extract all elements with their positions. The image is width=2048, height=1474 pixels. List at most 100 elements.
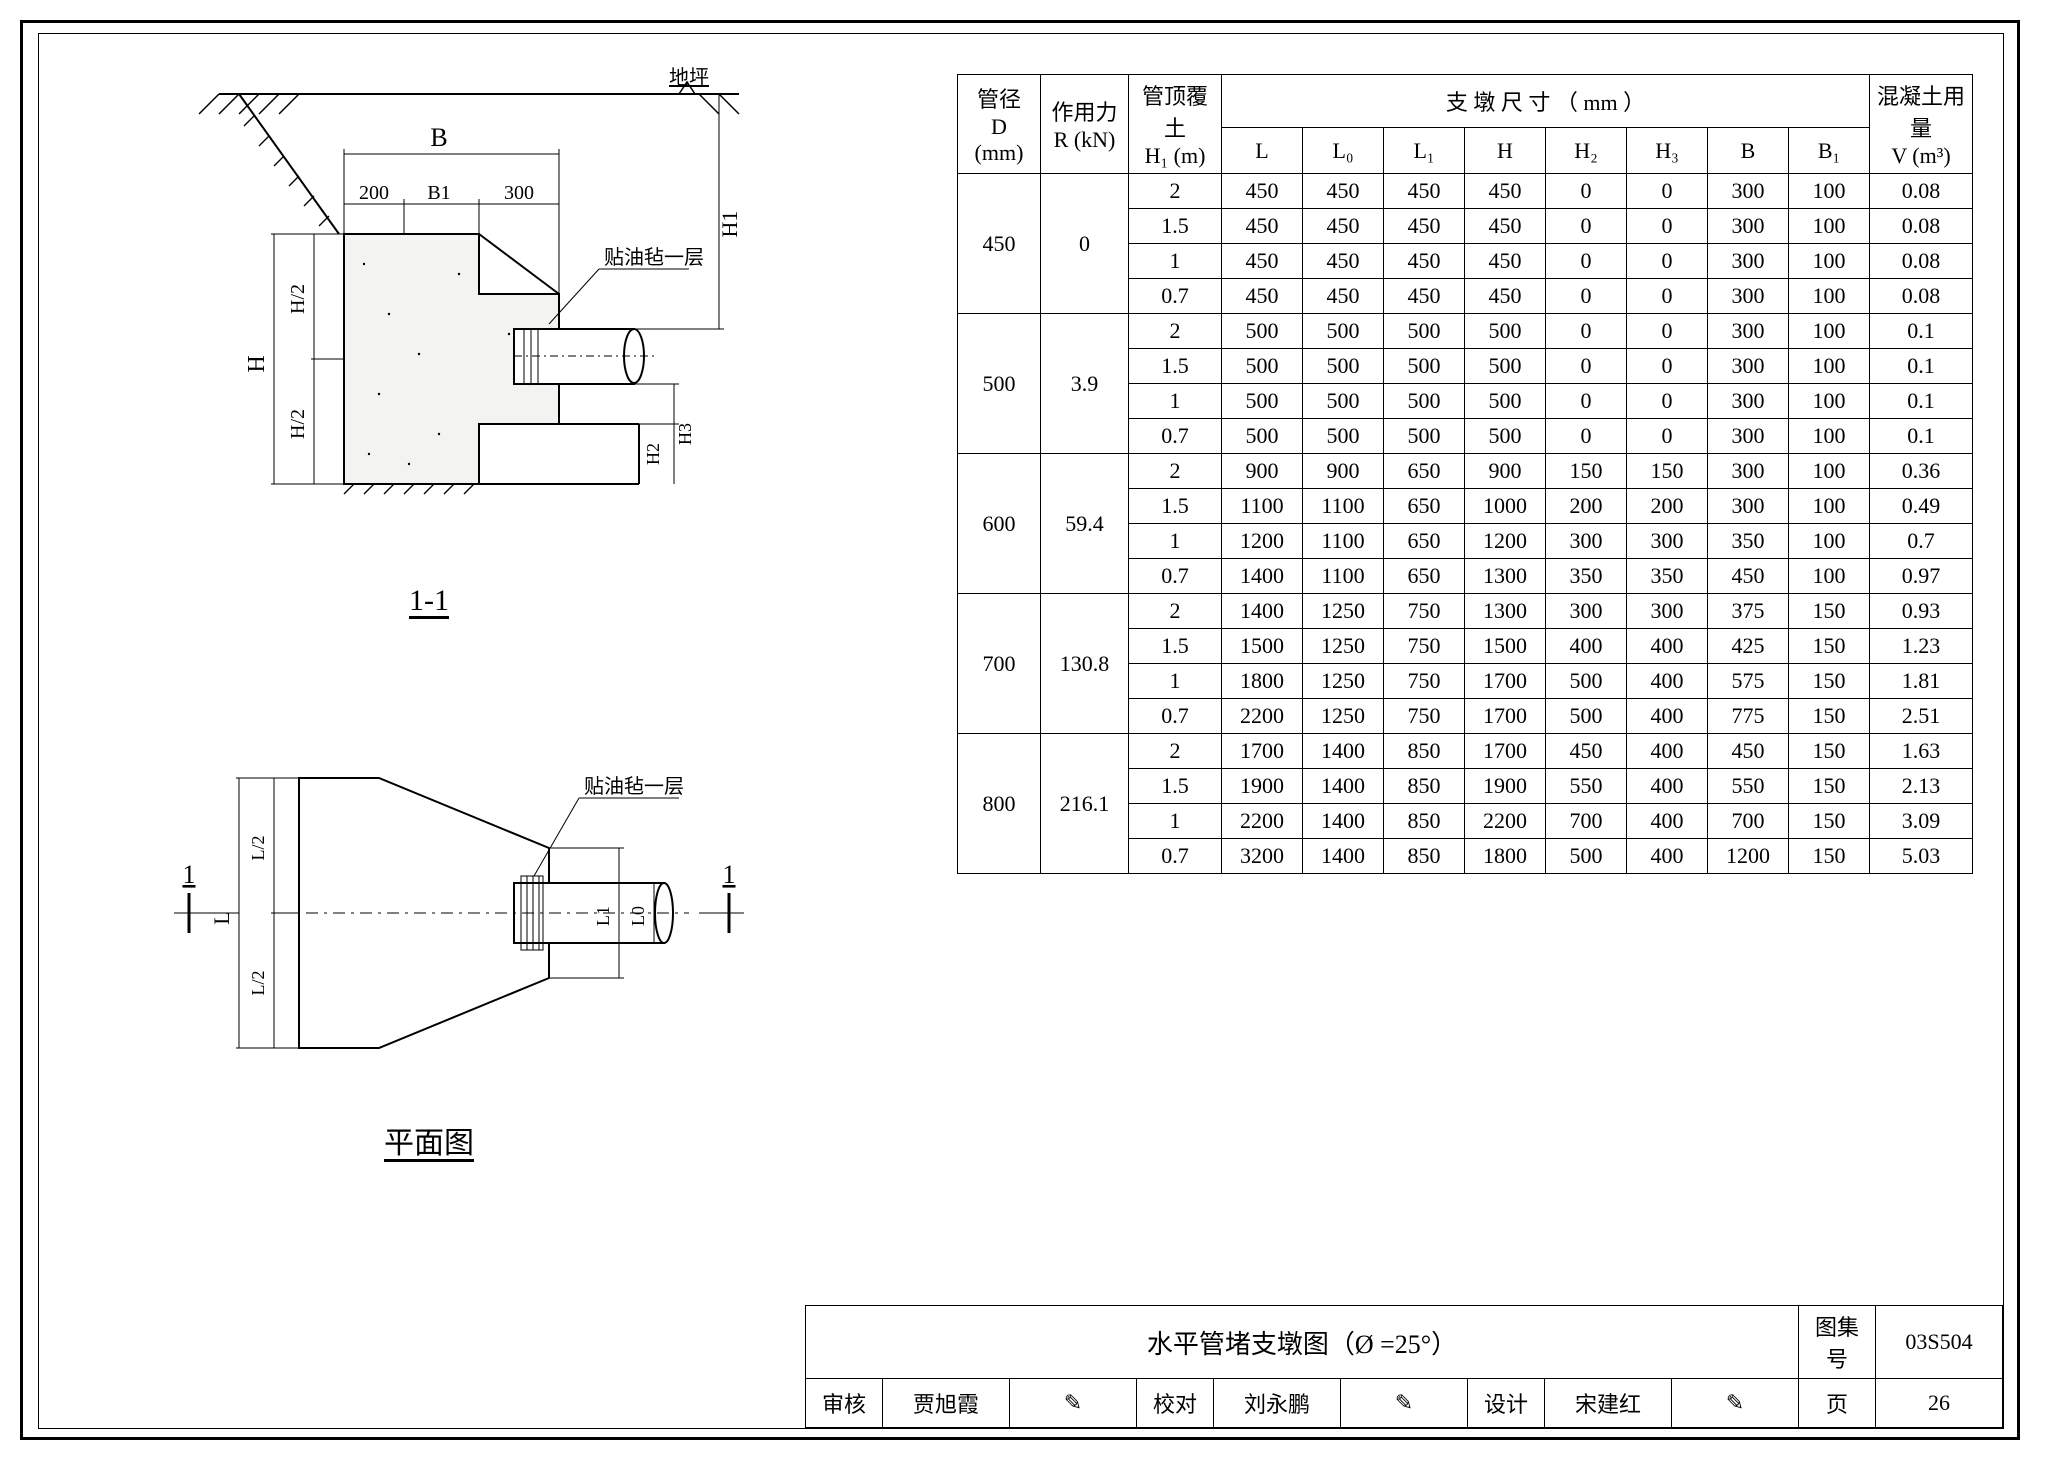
design-name: 宋建红: [1545, 1379, 1672, 1428]
dim-H2: H2: [643, 443, 663, 465]
dim-300: 300: [504, 182, 534, 204]
cell-H1: 1: [1129, 804, 1222, 839]
dimensions-table: 管径D (mm) 作用力R (kN) 管顶覆土H₁ (m) 支 墩 尺 寸 （ …: [957, 74, 1973, 874]
cell-H1: 1.5: [1129, 209, 1222, 244]
cell-D: 700: [958, 594, 1041, 734]
cell-L0: 1400: [1303, 804, 1384, 839]
cell-L0: 1100: [1303, 524, 1384, 559]
page-no: 26: [1876, 1379, 2003, 1428]
cell-H2: 0: [1546, 209, 1627, 244]
cell-L: 450: [1222, 174, 1303, 209]
hdr-B1: B₁: [1789, 128, 1870, 174]
cell-V: 0.1: [1870, 349, 1973, 384]
cell-H1: 1: [1129, 524, 1222, 559]
cell-H1: 1: [1129, 244, 1222, 279]
cell-V: 0.97: [1870, 559, 1973, 594]
cell-H3: 400: [1627, 804, 1708, 839]
cell-H3: 400: [1627, 664, 1708, 699]
table-row: 45002450450450450003001000.08: [958, 174, 1973, 209]
cell-L0: 450: [1303, 244, 1384, 279]
cell-L1: 500: [1384, 384, 1465, 419]
cell-L0: 1400: [1303, 734, 1384, 769]
dim-L: L: [209, 911, 234, 924]
cell-B: 775: [1708, 699, 1789, 734]
cell-L1: 850: [1384, 804, 1465, 839]
cell-B1: 100: [1789, 559, 1870, 594]
cell-B1: 150: [1789, 629, 1870, 664]
cell-V: 0.08: [1870, 244, 1973, 279]
cell-H3: 350: [1627, 559, 1708, 594]
cell-B: 550: [1708, 769, 1789, 804]
table-row: 5003.92500500500500003001000.1: [958, 314, 1973, 349]
cell-B: 1200: [1708, 839, 1789, 874]
hdr-L1: L₁: [1384, 128, 1465, 174]
cell-L: 450: [1222, 209, 1303, 244]
cell-L1: 750: [1384, 594, 1465, 629]
cell-B1: 150: [1789, 664, 1870, 699]
cell-L: 1400: [1222, 594, 1303, 629]
cell-V: 0.1: [1870, 384, 1973, 419]
cell-H2: 500: [1546, 839, 1627, 874]
cell-H3: 0: [1627, 419, 1708, 454]
cell-H2: 0: [1546, 419, 1627, 454]
cell-H3: 0: [1627, 314, 1708, 349]
section-1-1-figure: 地坪: [79, 54, 779, 574]
cell-L1: 650: [1384, 454, 1465, 489]
cell-D: 500: [958, 314, 1041, 454]
cell-L: 500: [1222, 349, 1303, 384]
cell-L: 1700: [1222, 734, 1303, 769]
cell-L1: 650: [1384, 559, 1465, 594]
cell-L: 1200: [1222, 524, 1303, 559]
dim-H: H: [244, 355, 270, 372]
cell-V: 0.08: [1870, 279, 1973, 314]
cell-L: 450: [1222, 244, 1303, 279]
cell-H3: 0: [1627, 349, 1708, 384]
cell-L: 2200: [1222, 804, 1303, 839]
drawing-sheet: 地坪: [20, 20, 2020, 1440]
cell-D: 450: [958, 174, 1041, 314]
design-sig: ✎: [1672, 1379, 1799, 1428]
cell-H2: 0: [1546, 279, 1627, 314]
atlas-no: 03S504: [1876, 1306, 2003, 1379]
cell-B1: 150: [1789, 804, 1870, 839]
hdr-R: 作用力R (kN): [1041, 75, 1129, 174]
dim-B: B: [430, 123, 447, 152]
cell-B1: 100: [1789, 314, 1870, 349]
hdr-H1: 管顶覆土H₁ (m): [1129, 75, 1222, 174]
cell-V: 0.49: [1870, 489, 1973, 524]
cell-H2: 0: [1546, 349, 1627, 384]
cell-V: 1.63: [1870, 734, 1973, 769]
cell-V: 0.08: [1870, 174, 1973, 209]
dim-Lhalf-bot: L/2: [248, 971, 268, 996]
dim-200: 200: [359, 182, 389, 204]
cell-H1: 2: [1129, 594, 1222, 629]
cell-B1: 150: [1789, 594, 1870, 629]
cell-H2: 0: [1546, 174, 1627, 209]
cell-H3: 400: [1627, 629, 1708, 664]
cell-H1: 0.7: [1129, 559, 1222, 594]
cell-R: 216.1: [1041, 734, 1129, 874]
cell-H1: 2: [1129, 174, 1222, 209]
cell-B: 300: [1708, 454, 1789, 489]
hdr-Hcol: H: [1465, 128, 1546, 174]
cell-H2: 300: [1546, 524, 1627, 559]
cell-H: 1700: [1465, 699, 1546, 734]
cell-L1: 750: [1384, 664, 1465, 699]
cell-L: 1900: [1222, 769, 1303, 804]
cell-L1: 450: [1384, 174, 1465, 209]
cell-B: 300: [1708, 174, 1789, 209]
cell-H1: 0.7: [1129, 419, 1222, 454]
cell-L: 3200: [1222, 839, 1303, 874]
cell-L1: 850: [1384, 769, 1465, 804]
cell-B: 450: [1708, 734, 1789, 769]
cell-L0: 500: [1303, 349, 1384, 384]
cell-H: 450: [1465, 244, 1546, 279]
cell-B1: 100: [1789, 489, 1870, 524]
cell-B1: 100: [1789, 454, 1870, 489]
cell-D: 800: [958, 734, 1041, 874]
cell-H1: 0.7: [1129, 699, 1222, 734]
drawing-title: 水平管堵支墩图（Ø =25°）: [806, 1306, 1799, 1379]
cell-H: 1000: [1465, 489, 1546, 524]
cell-L1: 750: [1384, 629, 1465, 664]
cell-H2: 500: [1546, 699, 1627, 734]
